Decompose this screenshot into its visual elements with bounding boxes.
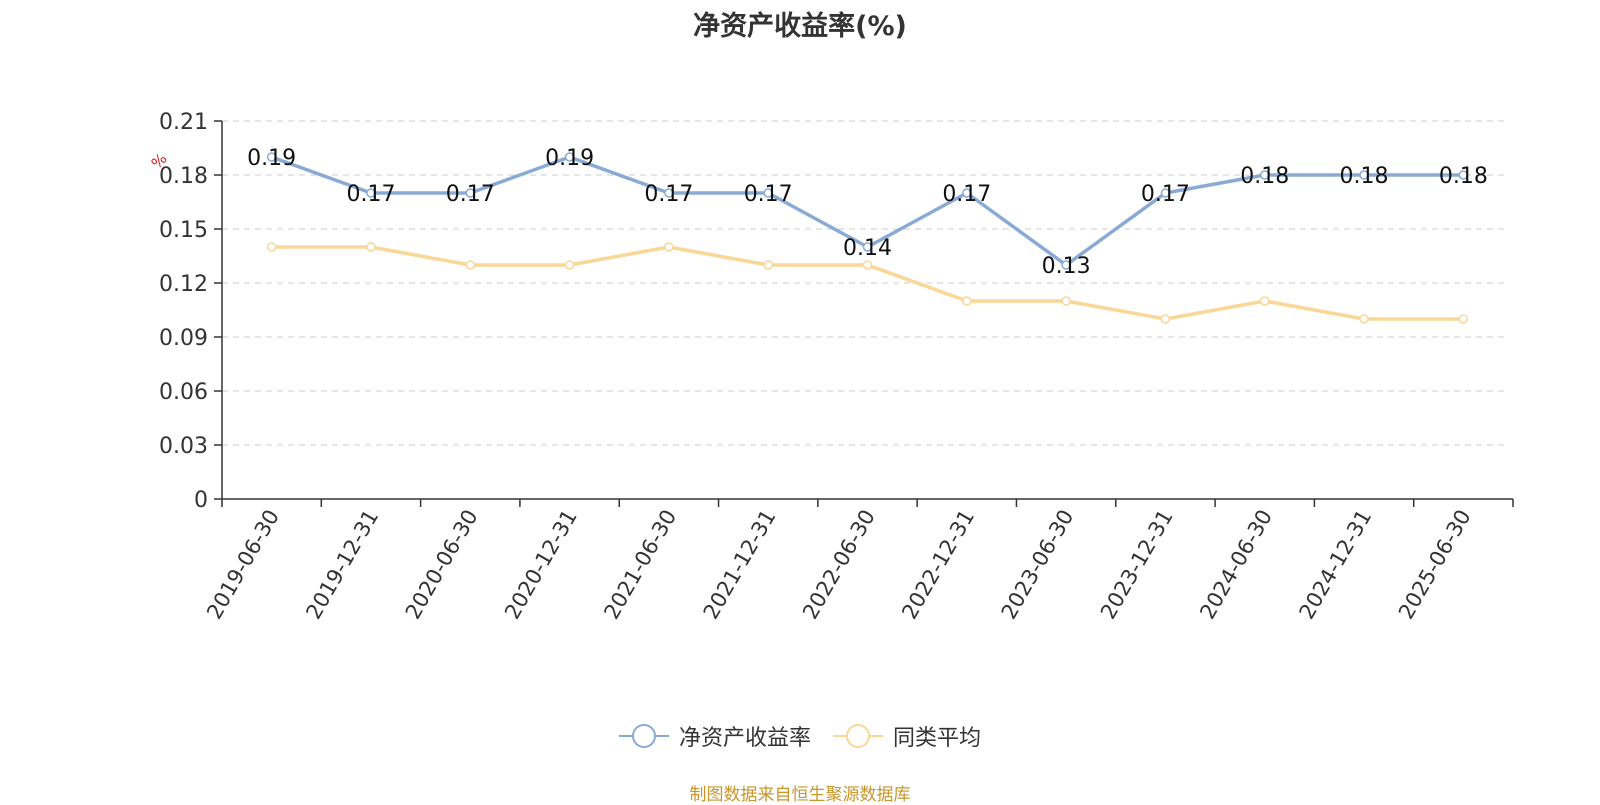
x-tick-label: 2021-12-31 <box>699 506 781 624</box>
series-0-point <box>1359 170 1369 180</box>
series-1-point <box>1061 296 1071 306</box>
series-1-point <box>366 242 376 252</box>
data-label: 0.17 <box>1141 182 1190 207</box>
x-tick-label: 2019-06-30 <box>202 506 284 624</box>
y-tick-label: 0.06 <box>159 380 208 405</box>
series-1-point <box>962 296 972 306</box>
x-tick-label: 2023-06-30 <box>997 506 1079 624</box>
legend: 净资产收益率 同类平均 <box>0 720 1600 752</box>
series-1-point <box>465 260 476 270</box>
data-label: 0.17 <box>942 182 991 207</box>
data-label: 0.18 <box>1240 164 1289 189</box>
series-1-point <box>1160 314 1171 324</box>
series-0-point <box>366 188 376 198</box>
y-tick-label: 0.21 <box>159 110 208 135</box>
data-labels: 0.19 0.17 0.17 0.19 0.17 0.17 0.14 0.17 0.13 0.17… <box>247 146 1488 279</box>
data-label: 0.13 <box>1042 254 1091 279</box>
grid-lines <box>222 120 1507 446</box>
data-label: 0.19 <box>247 146 296 171</box>
x-tick-label: 2024-12-31 <box>1295 506 1377 624</box>
series-0-point <box>266 152 277 162</box>
x-tick-label: 2024-06-30 <box>1195 506 1277 624</box>
legend-swatch-series-0 <box>618 723 669 749</box>
y-tick-label: 0.18 <box>159 164 208 189</box>
y-tick-label: 0.09 <box>159 326 208 351</box>
x-tick-label: 2021-06-30 <box>599 506 681 624</box>
series-1-point <box>266 242 277 252</box>
legend-label-series-0: 净资产收益率 <box>678 726 811 751</box>
data-label: 0.17 <box>446 182 495 207</box>
series-0-point <box>1259 170 1270 180</box>
series-1-point <box>763 260 773 270</box>
data-label: 0.17 <box>346 182 395 207</box>
series-0-point <box>763 188 773 198</box>
y-tick-label: 0.15 <box>159 218 208 243</box>
x-tick-label: 2019-12-31 <box>301 506 383 624</box>
series-0-point <box>564 152 575 162</box>
series-0-point <box>1458 170 1469 180</box>
data-label: 0.17 <box>644 182 693 207</box>
x-tick-label: 2020-12-31 <box>500 506 582 624</box>
x-tick-label: 2022-06-30 <box>798 506 880 624</box>
x-tick-label: 2022-12-31 <box>897 505 979 623</box>
series-1-point <box>664 242 674 252</box>
data-label: 0.18 <box>1439 164 1488 189</box>
y-tick-label: 0.03 <box>159 434 208 459</box>
y-tick-label: 0 <box>194 488 208 513</box>
series-0-point <box>1160 188 1171 198</box>
legend-swatch-series-1 <box>833 723 883 749</box>
series-1-point <box>1359 314 1369 324</box>
series-0-point <box>465 188 476 198</box>
legend-item-series-0[interactable]: 净资产收益率 <box>618 720 811 752</box>
data-label: 0.17 <box>744 182 793 207</box>
series-1-point <box>564 260 575 270</box>
series-0-point <box>962 188 972 198</box>
data-label: 0.18 <box>1340 164 1389 189</box>
x-tick-label: 2020-06-30 <box>401 506 483 624</box>
series-0-point <box>862 242 873 252</box>
legend-item-series-1[interactable]: 同类平均 <box>833 720 981 752</box>
series-1-point <box>1259 296 1270 306</box>
data-label: 0.19 <box>545 146 594 171</box>
chart-title: 净资产收益率(%) <box>693 11 907 42</box>
series-0-point <box>664 188 674 198</box>
x-tick-label: 2025-06-30 <box>1394 506 1476 624</box>
x-tick-label: 2023-12-31 <box>1096 506 1178 624</box>
series-lines <box>266 152 1469 324</box>
series-0-point <box>1061 260 1071 270</box>
series-1-point <box>1458 314 1469 324</box>
data-label: 0.14 <box>843 236 892 261</box>
y-tick-label: 0.12 <box>159 272 208 297</box>
source-note: 制图数据来自恒生聚源数据库 <box>689 785 911 805</box>
series-1-point <box>862 260 873 270</box>
legend-label-series-1: 同类平均 <box>893 726 982 751</box>
